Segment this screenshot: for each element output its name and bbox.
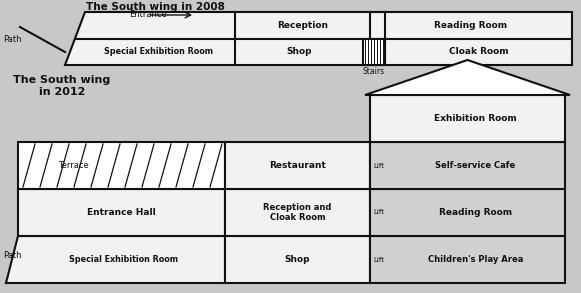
- Text: Special Exhibition Room: Special Exhibition Room: [103, 47, 213, 56]
- Text: Entrance: Entrance: [129, 10, 167, 19]
- Text: Self-service Cafe: Self-service Cafe: [435, 161, 515, 170]
- Text: The South wing in 2008: The South wing in 2008: [85, 2, 224, 12]
- Text: Lift: Lift: [373, 209, 384, 215]
- Text: Special Exhibition Room: Special Exhibition Room: [69, 255, 178, 264]
- Bar: [370, 189, 565, 236]
- Bar: [225, 189, 370, 236]
- Text: Restaurant: Restaurant: [269, 161, 326, 170]
- Bar: [225, 142, 370, 189]
- Polygon shape: [18, 189, 225, 236]
- Text: The South wing
in 2012: The South wing in 2012: [13, 75, 110, 97]
- Bar: [225, 236, 370, 283]
- Text: Entrance Hall: Entrance Hall: [87, 208, 156, 217]
- Bar: [363, 38, 385, 65]
- Bar: [370, 142, 565, 189]
- Text: Path: Path: [3, 251, 21, 260]
- Text: Cloak Room: Cloak Room: [449, 47, 508, 56]
- Bar: [370, 95, 565, 142]
- Text: Shop: Shop: [286, 47, 312, 56]
- Text: Exhibition Room: Exhibition Room: [434, 114, 517, 123]
- Text: Reading Room: Reading Room: [439, 208, 512, 217]
- Text: Reading Room: Reading Room: [435, 21, 508, 30]
- Polygon shape: [365, 60, 570, 95]
- Text: Shop: Shop: [285, 255, 310, 264]
- Text: Children's Play Area: Children's Play Area: [428, 255, 523, 264]
- Text: Reception: Reception: [277, 21, 328, 30]
- Text: Terrace: Terrace: [58, 161, 89, 170]
- Text: Path: Path: [3, 35, 21, 43]
- Text: Stairs: Stairs: [363, 67, 385, 76]
- Bar: [370, 236, 565, 283]
- Polygon shape: [6, 236, 225, 283]
- Text: Lift: Lift: [373, 163, 384, 168]
- Text: Lift: Lift: [373, 256, 384, 263]
- Polygon shape: [18, 142, 225, 189]
- Text: Reception and
Cloak Room: Reception and Cloak Room: [263, 203, 332, 222]
- Polygon shape: [65, 12, 572, 65]
